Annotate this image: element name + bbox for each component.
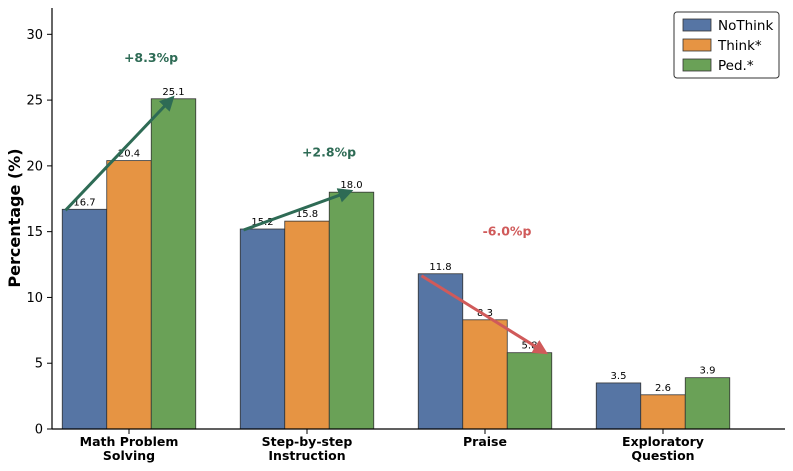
y-tick-label-0: 0 — [35, 423, 43, 438]
annotation-arrow-0 — [64, 95, 175, 212]
data-label-think-2: 8.3 — [477, 308, 493, 319]
data-label-ped-0: 25.1 — [162, 87, 184, 98]
y-tick-label-3: 15 — [26, 225, 43, 240]
x-tick-label-2: Praise — [463, 434, 507, 449]
y-tick-label-4: 20 — [26, 159, 43, 174]
bar-nothink-2 — [417, 273, 464, 430]
legend-swatch-nothink — [682, 18, 712, 32]
y-tick-label-2: 10 — [26, 291, 43, 306]
bar-nothink-1 — [239, 228, 286, 430]
y-tick-label-6: 30 — [26, 28, 43, 43]
data-label-ped-3: 3.9 — [700, 366, 716, 377]
legend: NoThink Think* Ped.* — [673, 11, 780, 79]
bar-ped-2 — [506, 352, 553, 430]
annotations-layer: +8.3%p +2.8%p -6.0%p — [64, 50, 549, 355]
data-label-nothink-0: 16.7 — [73, 197, 95, 208]
bar-ped-0 — [150, 98, 197, 430]
legend-swatch-ped — [682, 58, 712, 72]
y-tick-label-5: 25 — [26, 94, 43, 109]
data-label-ped-2: 5.8 — [522, 341, 538, 352]
bar-ped-3 — [684, 377, 731, 430]
legend-label-nothink: NoThink — [718, 18, 773, 34]
bar-think-1 — [284, 220, 330, 430]
data-label-ped-1: 18.0 — [340, 180, 362, 191]
y-tick-label-1: 5 — [35, 357, 43, 372]
annotation-arrow-1 — [242, 188, 354, 232]
x-tick-label-0: Math Problem Solving — [80, 434, 179, 463]
legend-swatch-think — [682, 38, 712, 52]
annotation-arrow-2 — [420, 274, 549, 355]
x-tick-label-1: Step-by-step Instruction — [262, 434, 353, 463]
bar-nothink-3 — [595, 382, 642, 430]
data-label-nothink-3: 3.5 — [611, 371, 627, 382]
y-ticks-layer: 0 5 10 15 20 25 30 — [26, 28, 52, 438]
bar-think-3 — [640, 394, 686, 430]
data-label-think-0: 20.4 — [118, 149, 140, 160]
bars-layer — [61, 98, 731, 430]
data-label-nothink-2: 11.8 — [429, 262, 451, 273]
bar-think-2 — [462, 319, 508, 430]
x-tick-label-3: Exploratory Question — [622, 434, 704, 463]
legend-label-think: Think* — [717, 38, 762, 54]
bar-nothink-0 — [61, 208, 108, 430]
annotation-label-2: -6.0%p — [483, 224, 532, 239]
data-label-think-3: 2.6 — [655, 383, 671, 394]
annotation-label-1: +2.8%p — [302, 145, 356, 160]
bar-ped-1 — [328, 191, 375, 430]
legend-label-ped: Ped.* — [718, 58, 754, 74]
y-axis-label: Percentage (%) — [5, 148, 24, 287]
x-ticks-layer: Math Problem Solving Step-by-step Instructi… — [80, 429, 704, 463]
data-label-think-1: 15.8 — [296, 209, 318, 220]
annotation-label-0: +8.3%p — [124, 50, 178, 65]
bar-think-0 — [106, 160, 152, 430]
